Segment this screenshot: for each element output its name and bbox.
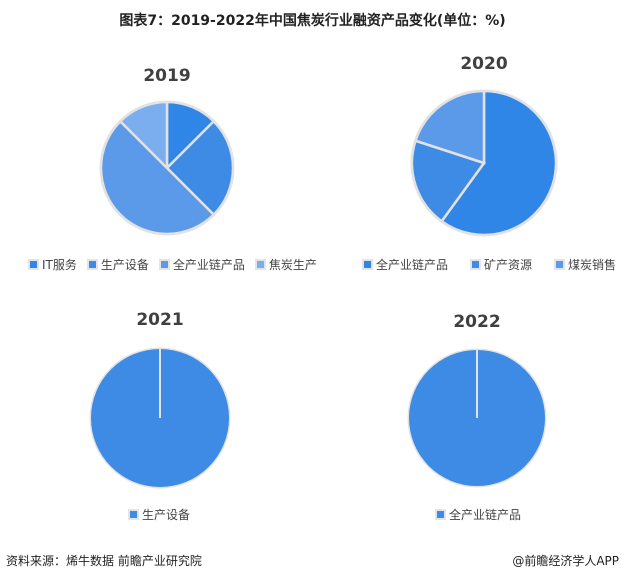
legend-label: 焦炭生产 <box>268 258 317 272</box>
pie-slice-全产业链产品 <box>439 89 558 237</box>
legend-swatch <box>362 259 373 270</box>
pie-title: 2021 <box>136 310 184 330</box>
legend-swatch <box>554 259 566 270</box>
legend-label: 矿产资源 <box>484 258 533 272</box>
pie-slice-全产业链产品 <box>99 119 216 236</box>
legend-swatch <box>86 259 98 270</box>
legend-swatch <box>28 259 39 270</box>
legend-swatch <box>158 259 170 270</box>
brand-note: @前瞻经济学人APP <box>512 554 619 568</box>
legend-item: 生产设备 <box>86 256 149 273</box>
legend-item: IT服务 <box>28 256 77 273</box>
legend-item: 全产业链产品 <box>158 256 245 273</box>
legend-item: 全产业链产品 <box>435 506 521 523</box>
legend-item: 煤炭销售 <box>554 256 616 273</box>
legend: 全产业链产品 <box>435 506 521 523</box>
legend-item: 焦炭生产 <box>254 256 317 273</box>
pie-slice-矿产资源 <box>410 139 487 223</box>
legend-label: 生产设备 <box>142 508 191 522</box>
legend-swatch <box>254 259 266 270</box>
legend-label: 煤炭销售 <box>568 258 617 272</box>
pie-title: 2020 <box>460 54 508 74</box>
figure-title: 图表7：2019-2022年中国焦炭行业融资产品变化(单位：%) <box>119 13 506 29</box>
legend-swatch <box>470 259 482 270</box>
pie-slice-焦炭生产 <box>118 100 169 172</box>
legend-item: 生产设备 <box>128 506 190 523</box>
pie-slice-煤炭销售 <box>413 89 486 165</box>
pie-title: 2022 <box>453 312 501 332</box>
legend-swatch <box>128 509 139 520</box>
legend-label: 全产业链产品 <box>376 258 449 272</box>
legend-label: 生产设备 <box>100 258 149 272</box>
legend-swatch <box>435 509 446 520</box>
source-note: 资料来源：烯牛数据 前瞻产业研究院 <box>6 554 202 568</box>
legend-item: 全产业链产品 <box>362 256 448 273</box>
pie-slice-生产设备 <box>165 119 235 217</box>
legend-label: IT服务 <box>42 258 77 272</box>
pie-title: 2019 <box>143 66 191 86</box>
legend-item: 矿产资源 <box>470 256 532 273</box>
legend-label: 全产业链产品 <box>172 258 245 272</box>
legend: 全产业链产品 矿产资源 煤炭销售 <box>362 256 616 273</box>
legend-label: 全产业链产品 <box>449 508 522 522</box>
legend: IT服务 生产设备 全产业链产品 焦炭生产 <box>28 256 317 273</box>
legend: 生产设备 <box>128 506 190 523</box>
